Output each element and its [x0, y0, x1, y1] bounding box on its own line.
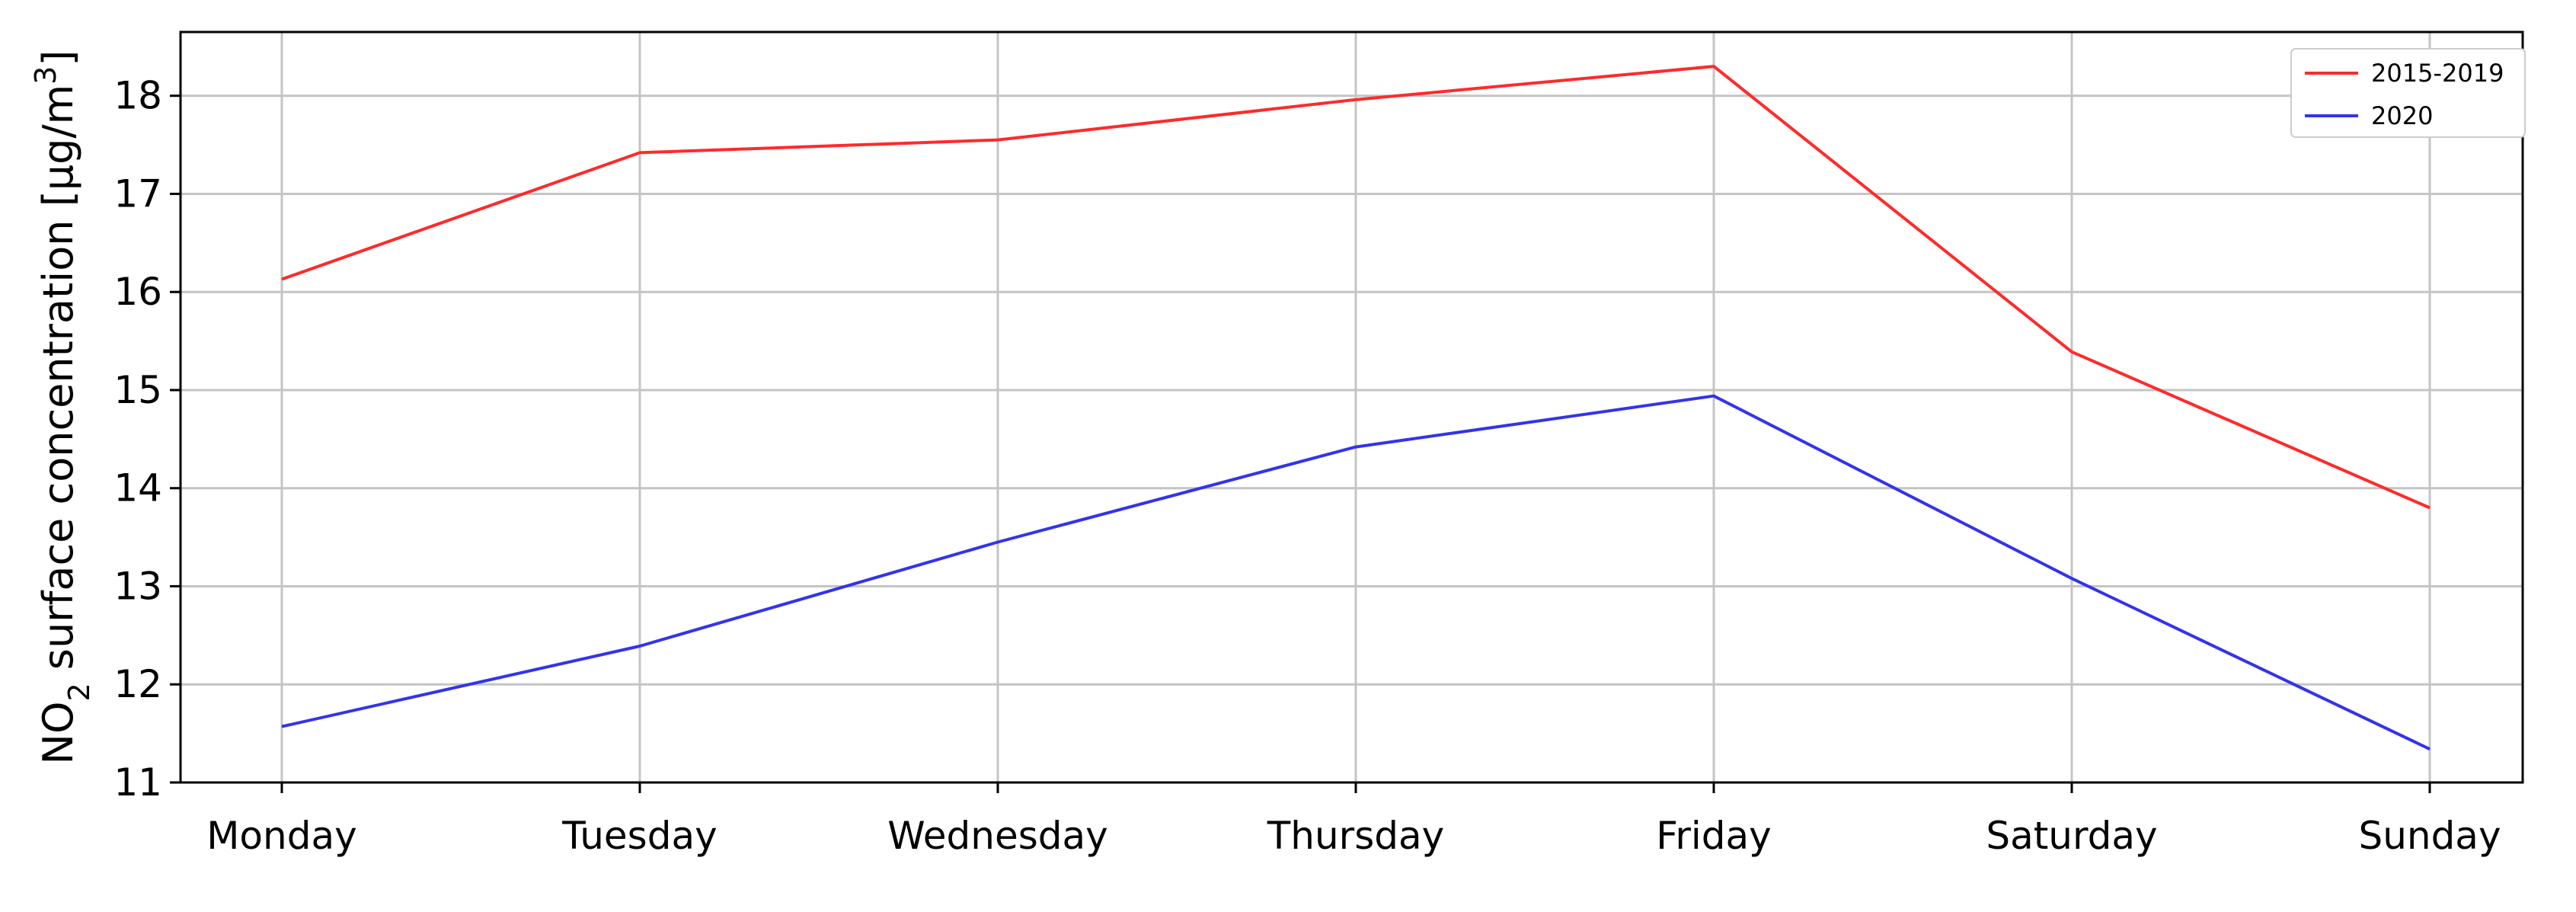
x-tick-label: Friday	[1656, 814, 1772, 858]
y-tick-label: 12	[113, 662, 162, 706]
y-axis-title-subscript: 2	[62, 683, 96, 701]
data-point	[2071, 578, 2073, 579]
plot-frame	[179, 30, 2524, 784]
x-tick-label: Saturday	[1986, 814, 2157, 858]
x-tick-label: Sunday	[2358, 814, 2501, 858]
y-axis-title-middle: surface concentration [µg/m	[34, 85, 82, 683]
y-tick-label: 18	[113, 74, 162, 118]
data-point	[281, 726, 283, 728]
axis-ticks: Monday Tuesday Wednesday Thursday Friday Satu…	[113, 74, 2501, 858]
data-point	[2429, 507, 2431, 508]
data-point	[281, 278, 283, 280]
y-tick-label: 17	[113, 171, 162, 216]
y-axis-title: NO2 surface concentration [µg/m3]	[29, 50, 96, 765]
y-tick-label: 14	[113, 466, 162, 510]
legend-label: 2020	[2371, 101, 2433, 130]
legend-label: 2015-2019	[2371, 59, 2504, 88]
x-tick-label: Tuesday	[561, 814, 717, 858]
legend: 2015-2019 2020	[2290, 48, 2526, 138]
y-tick-label: 15	[113, 368, 162, 412]
y-tick-label: 13	[113, 564, 162, 608]
x-tick-label: Thursday	[1267, 814, 1445, 858]
y-tick-label: 11	[113, 760, 162, 805]
y-tick-label: 16	[113, 270, 162, 314]
data-point	[1355, 99, 1357, 101]
data-point	[639, 152, 641, 153]
y-axis-title-superscript: 3	[29, 66, 62, 85]
x-tick-label: Wednesday	[887, 814, 1107, 858]
data-point	[1713, 66, 1715, 67]
y-axis-title-prefix: NO	[34, 702, 82, 765]
y-axis-title-suffix: ]	[34, 50, 82, 66]
data-point	[997, 139, 999, 141]
data-point	[2429, 748, 2431, 750]
x-tick-label: Monday	[206, 814, 356, 858]
grid	[181, 32, 2523, 782]
data-point	[1713, 395, 1715, 397]
data-point	[639, 645, 641, 647]
data-point	[2071, 351, 2073, 353]
series-lines	[281, 65, 2431, 751]
data-point	[1355, 446, 1357, 448]
